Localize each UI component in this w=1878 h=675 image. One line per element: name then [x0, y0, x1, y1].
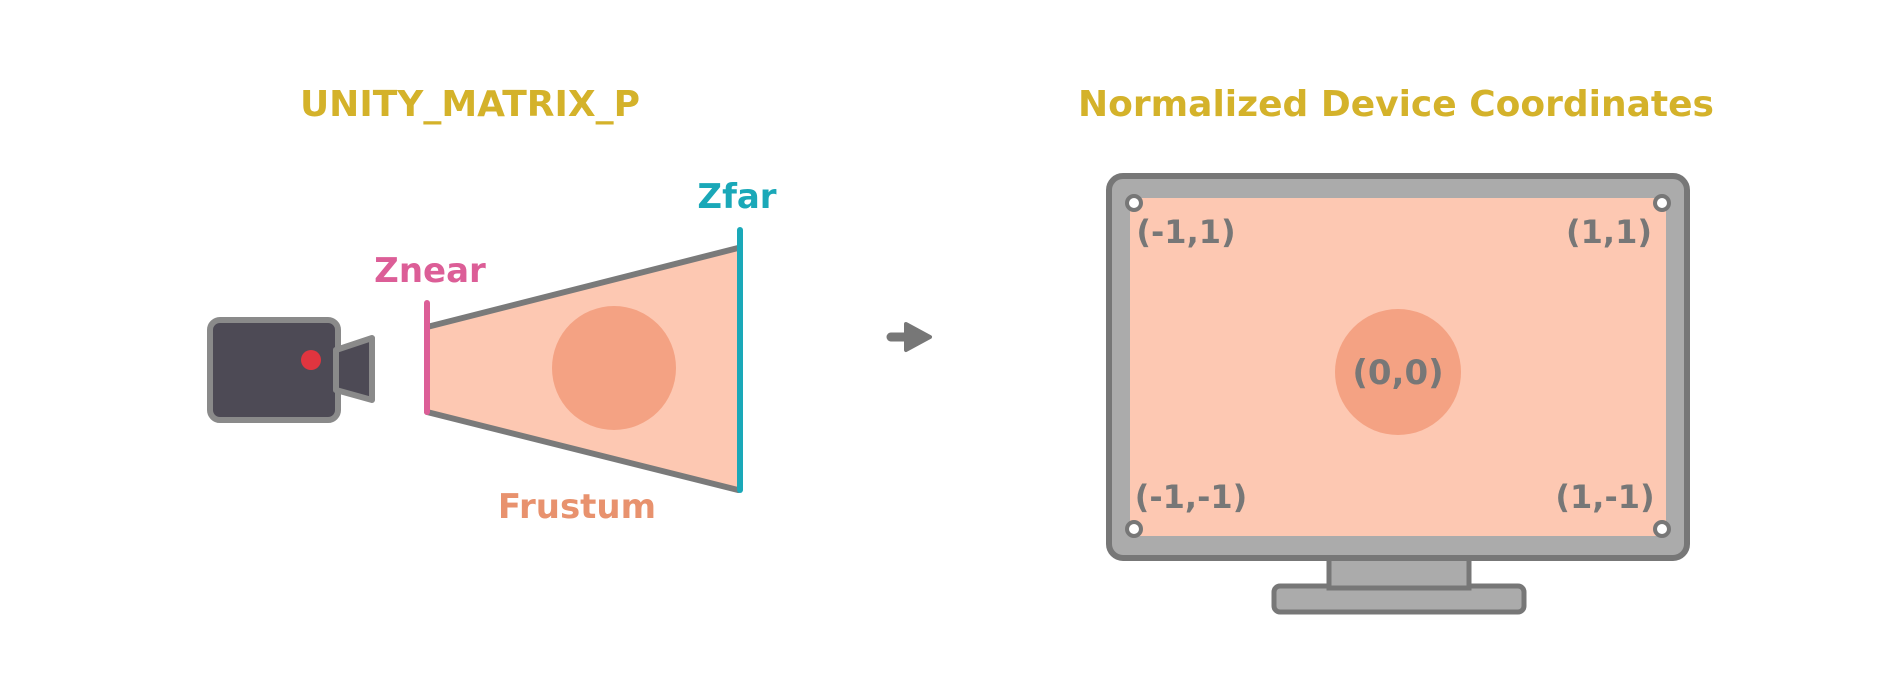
corner-bottom-left-label: (-1,-1)	[1135, 478, 1248, 516]
frustum-shape	[424, 245, 741, 493]
screw-top-right	[1653, 194, 1671, 212]
center-label: (0,0)	[1352, 353, 1443, 393]
frustum-bottom-edge	[424, 409, 741, 493]
znear-label: Znear	[374, 251, 486, 291]
monitor-icon	[1106, 173, 1690, 615]
video-camera-icon	[207, 317, 375, 423]
screw-bottom-right	[1653, 520, 1671, 538]
screw-top-left	[1125, 194, 1143, 212]
screw-bottom-left	[1125, 520, 1143, 538]
ndc-center-circle	[1335, 309, 1461, 435]
frustum-label: Frustum	[498, 487, 656, 527]
left-title: UNITY_MATRIX_P	[300, 84, 640, 125]
corner-top-right-label: (1,1)	[1566, 213, 1652, 251]
monitor-stand-neck	[1326, 553, 1472, 591]
right-title: Normalized Device Coordinates	[1078, 84, 1714, 125]
frustum-object-circle	[552, 306, 676, 430]
camera-record-dot	[301, 350, 321, 370]
corner-bottom-right-label: (1,-1)	[1555, 478, 1654, 516]
arrow-right-icon	[886, 322, 932, 352]
zfar-label: Zfar	[697, 177, 776, 217]
corner-top-left-label: (-1,1)	[1136, 213, 1235, 251]
frustum-top-edge	[424, 245, 741, 330]
